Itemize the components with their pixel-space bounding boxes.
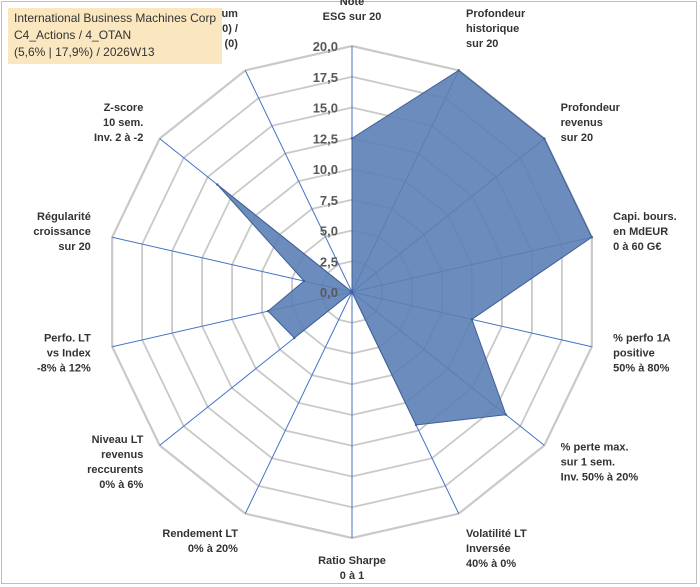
- axis-label: Perfo. LT vs Index -8% à 12%: [37, 332, 92, 374]
- title-line-3: (5,6% | 17,9%) / 2026W13: [14, 45, 155, 59]
- data-point: [543, 137, 546, 140]
- axis-label: Note ESG sur 20: [323, 0, 382, 23]
- title-box: International Business Machines Corp C4_…: [8, 8, 223, 64]
- data-point: [457, 69, 460, 72]
- axis-label: Régularité croissance sur 20: [33, 211, 90, 253]
- tick-label: 5,0: [320, 224, 338, 239]
- axis-label: Z-score 10 sem. Inv. 2 à -2: [94, 102, 143, 144]
- label-layer: Note ESG sur 20 Profondeur historique sur 20…: [33, 0, 676, 582]
- tick-label: 0,0: [320, 285, 338, 300]
- axis-label: Profondeur historique sur 20: [466, 8, 526, 50]
- axis-spoke: [244, 70, 353, 293]
- tick-label: 2,5: [320, 254, 338, 269]
- tick-label: 10,0: [313, 162, 338, 177]
- title-line-2: C4_Actions / 4_OTAN: [14, 28, 132, 42]
- tick-label: 7,5: [320, 193, 338, 208]
- axis-label: Profondeur revenus sur 20: [561, 102, 621, 144]
- data-point: [350, 290, 354, 294]
- series-layer: [216, 69, 594, 427]
- tick-layer: 0,0 2,5 5,0 7,5 10,0 12,5 15,0 17,5 20,0: [313, 39, 338, 300]
- data-point: [590, 236, 594, 239]
- axis-label: Rendement LT 0% à 20%: [162, 528, 238, 555]
- axis-label: Ratio Sharpe 0 à 1: [318, 555, 386, 582]
- data-point: [414, 423, 418, 427]
- axis-label: Volatilité LT Inversée 40% à 0%: [466, 528, 527, 570]
- tick-label: 17,5: [313, 70, 338, 85]
- axis-label: Niveau LT revenus reccurents 0% à 6%: [87, 434, 144, 491]
- data-point: [266, 309, 270, 313]
- axis-label: % perte max. sur 1 sem. Inv. 50% à 20%: [561, 441, 639, 483]
- data-point: [350, 137, 354, 140]
- axis-label: Capi. bours. en MdEUR 0 à 60 G€: [613, 211, 677, 253]
- series-area: [216, 69, 593, 426]
- title-line-1: International Business Machines Corp: [14, 11, 217, 25]
- data-point: [216, 183, 219, 186]
- data-point: [470, 318, 474, 321]
- data-point: [293, 336, 296, 340]
- data-point: [504, 413, 508, 416]
- tick-label: 12,5: [313, 131, 338, 146]
- axis-spoke: [244, 291, 353, 514]
- tick-label: 20,0: [313, 39, 338, 54]
- data-point: [302, 279, 306, 283]
- axis-label: % perfo 1A positive 50% à 80%: [613, 332, 671, 374]
- tick-label: 15,0: [313, 101, 338, 116]
